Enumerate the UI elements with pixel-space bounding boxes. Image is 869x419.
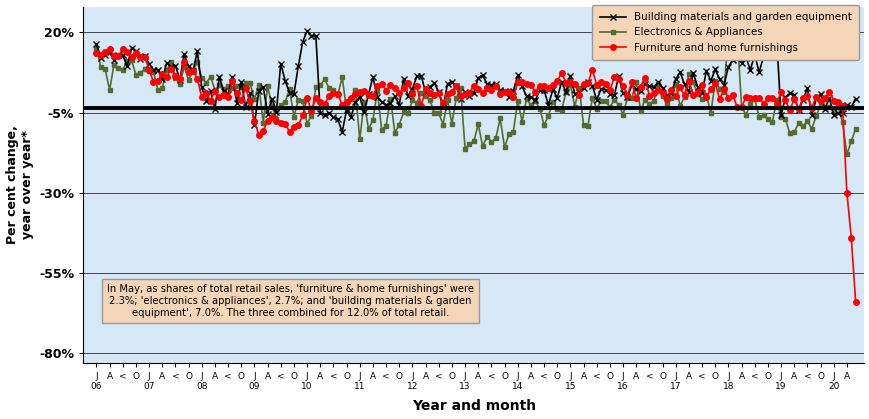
Furniture and home furnishings — [126, 54, 136, 59]
Legend: Building materials and garden equipment, Electronics & Appliances, Furniture and: Building materials and garden equipment,… — [592, 5, 859, 60]
Building materials and garden equipment — [170, 63, 181, 68]
Furniture and home furnishings — [175, 77, 185, 82]
Electronics & Appliances — [591, 106, 601, 111]
Electronics & Appliances — [653, 81, 663, 86]
X-axis label: Year and month: Year and month — [411, 399, 535, 414]
Building materials and garden equipment — [122, 64, 132, 69]
Electronics & Appliances — [91, 45, 102, 50]
Electronics & Appliances — [100, 67, 110, 72]
Electronics & Appliances — [726, 24, 737, 29]
Furniture and home furnishings — [100, 50, 110, 55]
Y-axis label: Per cent change,
year over year*: Per cent change, year over year* — [5, 125, 34, 244]
Building materials and garden equipment — [850, 96, 860, 101]
Furniture and home furnishings — [657, 91, 667, 96]
Line: Building materials and garden equipment: Building materials and garden equipment — [93, 27, 859, 135]
Furniture and home furnishings — [117, 47, 128, 52]
Electronics & Appliances — [170, 75, 181, 80]
Electronics & Appliances — [499, 145, 509, 150]
Furniture and home furnishings — [503, 90, 514, 95]
Furniture and home furnishings — [91, 50, 102, 55]
Building materials and garden equipment — [91, 41, 102, 47]
Building materials and garden equipment — [661, 93, 672, 98]
Line: Furniture and home furnishings: Furniture and home furnishings — [94, 46, 858, 305]
Building materials and garden equipment — [100, 52, 110, 57]
Building materials and garden equipment — [302, 28, 312, 33]
Electronics & Appliances — [850, 126, 860, 131]
Furniture and home furnishings — [595, 80, 606, 85]
Furniture and home furnishings — [850, 299, 860, 304]
Building materials and garden equipment — [600, 88, 610, 93]
Line: Electronics & Appliances: Electronics & Appliances — [94, 24, 857, 157]
Building materials and garden equipment — [336, 129, 347, 134]
Electronics & Appliances — [122, 59, 132, 64]
Text: In May, as shares of total retail sales, 'furniture & home furnishings' were
2.3: In May, as shares of total retail sales,… — [107, 285, 474, 318]
Electronics & Appliances — [840, 152, 851, 157]
Building materials and garden equipment — [507, 88, 518, 93]
